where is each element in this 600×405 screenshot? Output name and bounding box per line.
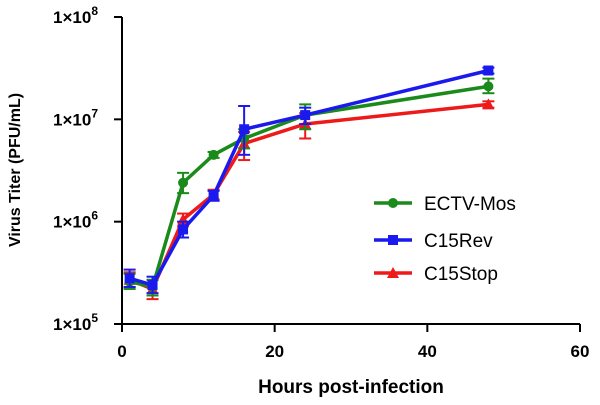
y-tick-exponent: 5 [91, 311, 98, 325]
data-point-circle [208, 149, 219, 160]
series-layer [123, 65, 495, 301]
x-tick-label: 0 [117, 342, 126, 361]
data-point-square [239, 124, 250, 135]
data-point-square [178, 224, 189, 235]
data-point-square [124, 273, 135, 284]
x-tick-label: 40 [418, 342, 437, 361]
y-axis-title: Virus Titer (PFU/mL) [7, 93, 24, 247]
y-tick-base: 1×10 [53, 110, 91, 129]
y-tick-base: 1×10 [53, 315, 91, 334]
legend: ECTV-Mos C15Rev C15Stop [374, 194, 516, 285]
y-tick-label: 1×108 [53, 4, 98, 27]
y-tick-base: 1×10 [53, 8, 91, 27]
legend-label: C15Rev [424, 231, 493, 252]
x-axis-title: Hours post-infection [258, 377, 444, 398]
y-tick-label: 1×107 [53, 106, 98, 129]
legend-label: C15Stop [424, 264, 498, 285]
data-point-triangle [482, 98, 495, 110]
data-point-square [208, 190, 219, 201]
data-point-circle [388, 198, 398, 208]
data-point-square [300, 110, 311, 121]
y-tick-exponent: 8 [91, 4, 98, 18]
data-point-square [147, 280, 158, 291]
data-point-triangle [387, 267, 399, 278]
y-tick-exponent: 7 [91, 106, 98, 120]
data-point-square [483, 65, 494, 76]
y-tick-label: 1×106 [53, 209, 98, 232]
data-point-circle [178, 177, 189, 188]
y-tick-exponent: 6 [91, 209, 98, 223]
y-tick-base: 1×10 [53, 213, 91, 232]
series-c15rev [123, 65, 495, 295]
x-tick-label: 20 [265, 342, 284, 361]
x-axis-ticks: 0 20 40 60 [117, 324, 589, 361]
legend-item: C15Rev [374, 231, 493, 252]
legend-item: C15Stop [374, 264, 498, 285]
legend-label: ECTV-Mos [424, 194, 516, 215]
legend-item: ECTV-Mos [374, 194, 516, 215]
data-point-square [388, 235, 398, 245]
x-tick-label: 60 [571, 342, 590, 361]
data-point-circle [483, 81, 494, 92]
y-tick-label: 1×105 [53, 311, 98, 334]
